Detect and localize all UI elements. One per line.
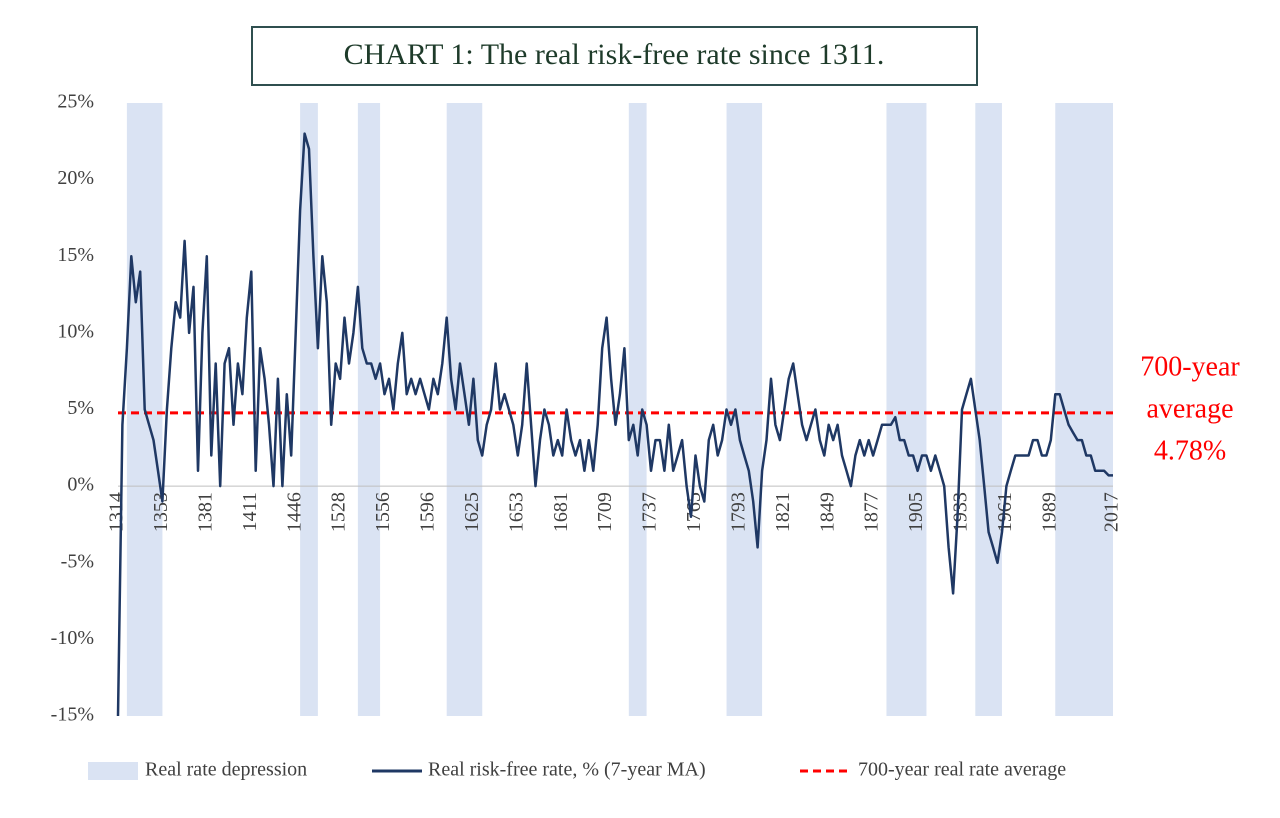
x-tick-label: 1989 xyxy=(1038,492,1060,532)
x-tick-label: 1446 xyxy=(283,492,305,532)
legend-label: Real rate depression xyxy=(145,759,307,781)
x-tick-label: 1905 xyxy=(905,492,927,532)
x-tick-label: 2017 xyxy=(1101,492,1123,532)
y-tick-label: 0% xyxy=(67,474,94,496)
chart-title: CHART 1: The real risk-free rate since 1… xyxy=(344,38,885,71)
legend-label: 700-year real rate average xyxy=(858,759,1066,781)
x-tick-label: 1314 xyxy=(106,492,128,532)
x-tick-label: 1411 xyxy=(239,492,261,531)
average-label: 4.78% xyxy=(1154,435,1226,466)
x-tick-label: 1596 xyxy=(417,492,439,532)
depression-band xyxy=(446,103,483,716)
x-tick-label: 1877 xyxy=(861,492,883,532)
depression-band xyxy=(726,103,763,716)
x-tick-label: 1653 xyxy=(505,492,527,532)
y-tick-label: -10% xyxy=(51,627,94,649)
rate-line xyxy=(116,132,1113,717)
legend-label: Real risk-free rate, % (7-year MA) xyxy=(428,759,706,781)
x-tick-label: 1709 xyxy=(594,492,616,532)
depression-band xyxy=(357,103,381,716)
x-tick-label: 1793 xyxy=(727,492,749,532)
depression-band xyxy=(886,103,927,716)
x-tick-label: 1353 xyxy=(150,492,172,532)
x-tick-label: 1681 xyxy=(550,492,572,532)
depression-band xyxy=(975,103,1002,716)
annotation: average xyxy=(1146,393,1233,424)
annotation: 700-year xyxy=(1140,351,1240,382)
y-tick-label: 5% xyxy=(67,397,94,419)
x-tick-label: 1933 xyxy=(950,492,972,532)
y-tick-label: 15% xyxy=(57,244,94,266)
y-tick-label: 25% xyxy=(57,91,94,113)
y-tick-label: -15% xyxy=(51,704,94,726)
y-tick-label: 10% xyxy=(57,320,94,342)
x-tick-label: 1765 xyxy=(683,492,705,532)
depression-band xyxy=(300,103,318,716)
legend-swatch xyxy=(88,762,138,780)
x-tick-label: 1381 xyxy=(194,492,216,532)
y-tick-label: -5% xyxy=(61,550,94,572)
x-tick-label: 1821 xyxy=(772,492,794,532)
x-tick-label: 1849 xyxy=(816,492,838,532)
title-box xyxy=(251,26,978,86)
depression-band xyxy=(628,103,647,716)
x-tick-label: 1737 xyxy=(639,492,661,532)
x-tick-label: 1625 xyxy=(461,492,483,532)
y-tick-label: 20% xyxy=(57,167,94,189)
x-tick-label: 1528 xyxy=(328,492,350,532)
x-tick-label: 1556 xyxy=(372,492,394,532)
